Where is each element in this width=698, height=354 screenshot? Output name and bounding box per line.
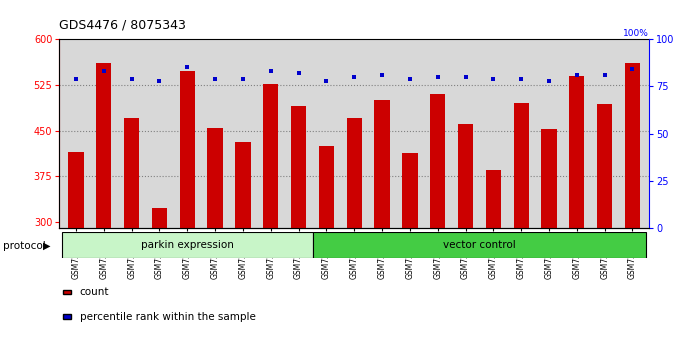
Point: [293, 70, 304, 76]
Point: [571, 72, 582, 78]
Point: [516, 76, 527, 81]
Text: 100%: 100%: [623, 29, 649, 38]
Bar: [263, 84, 279, 228]
Bar: [62, 232, 313, 258]
Bar: [96, 63, 112, 228]
Point: [432, 74, 443, 80]
Bar: [486, 170, 501, 228]
Bar: [402, 153, 417, 228]
Bar: [430, 94, 445, 228]
Point: [154, 78, 165, 84]
Text: protocol: protocol: [3, 241, 46, 251]
Point: [321, 78, 332, 84]
Point: [181, 64, 193, 70]
Point: [237, 76, 248, 81]
Text: vector control: vector control: [443, 240, 516, 250]
Point: [70, 76, 82, 81]
Point: [599, 72, 610, 78]
Bar: [124, 118, 140, 228]
Text: count: count: [80, 287, 109, 297]
Bar: [179, 71, 195, 228]
Bar: [291, 106, 306, 228]
Bar: [625, 63, 640, 228]
Bar: [319, 146, 334, 228]
Bar: [235, 142, 251, 228]
Text: percentile rank within the sample: percentile rank within the sample: [80, 312, 255, 322]
Point: [627, 67, 638, 72]
Text: GDS4476 / 8075343: GDS4476 / 8075343: [59, 19, 186, 32]
Bar: [458, 125, 473, 228]
Point: [348, 74, 359, 80]
Bar: [542, 129, 556, 228]
Point: [126, 76, 138, 81]
Point: [460, 74, 471, 80]
Point: [265, 68, 276, 74]
Point: [98, 68, 110, 74]
Bar: [347, 118, 362, 228]
Bar: [569, 76, 584, 228]
Text: parkin expression: parkin expression: [141, 240, 234, 250]
Point: [404, 76, 415, 81]
Point: [544, 78, 555, 84]
Bar: [152, 208, 167, 228]
Bar: [68, 152, 84, 228]
Bar: [514, 103, 529, 228]
Point: [376, 72, 387, 78]
Bar: [313, 232, 646, 258]
Text: ▶: ▶: [43, 241, 51, 251]
Point: [209, 76, 221, 81]
Point: [488, 76, 499, 81]
Bar: [207, 127, 223, 228]
Bar: [374, 100, 389, 228]
Bar: [597, 104, 612, 228]
